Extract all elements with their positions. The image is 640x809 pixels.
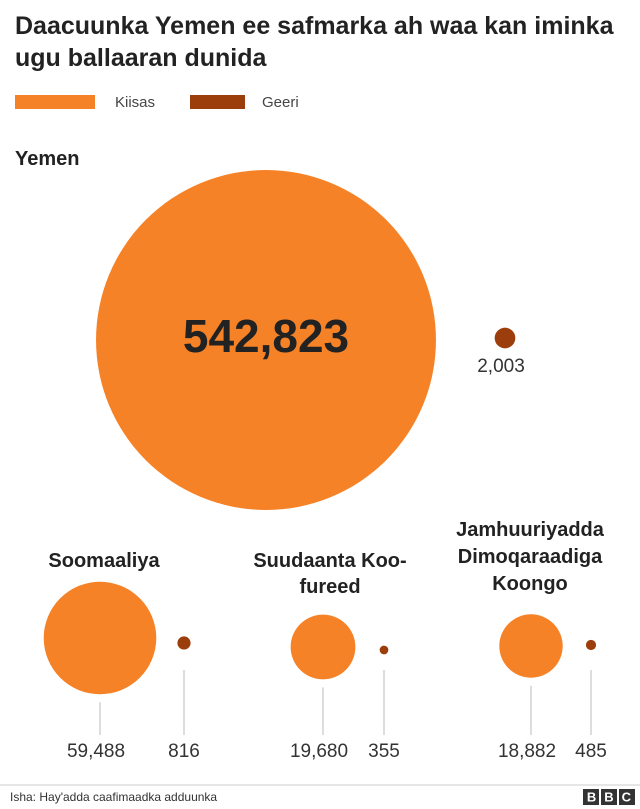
brand-logo: BBC [587, 789, 639, 804]
value-label: 485 [575, 741, 607, 762]
value-label: 19,680 [290, 741, 348, 762]
source: Isha: Hay'adda caafimaadka adduunka [10, 790, 217, 804]
value-label: 542,823 [183, 310, 349, 362]
category-label: Jamhuuriyadda Dimoqaraadiga Koongo [456, 519, 604, 595]
value-label: 59,488 [67, 741, 125, 762]
value-label: 355 [368, 741, 400, 762]
logo-box [619, 789, 635, 805]
value-label: 2,003 [477, 356, 525, 377]
category-label: Soomaaliya [48, 550, 160, 572]
value-label: 816 [168, 741, 200, 762]
legend-label: Geeri [262, 94, 299, 111]
legend-swatch [190, 95, 245, 109]
death-bubble [585, 639, 597, 651]
legend-swatch [15, 95, 95, 109]
chart-title: Daacuunka Yemen ee safmarka ah waa kan i… [15, 12, 614, 72]
logo-box [601, 789, 617, 805]
case-bubble [290, 614, 356, 680]
death-bubble [494, 327, 516, 349]
legend-label: Kiisas [115, 94, 155, 111]
value-label: 18,882 [498, 741, 556, 762]
category-label: Yemen [15, 148, 80, 170]
category-label: Suudaanta Koo-fureed [253, 550, 407, 598]
death-bubble [379, 645, 389, 655]
death-bubble [177, 636, 191, 650]
case-bubble [499, 614, 563, 678]
case-bubble [43, 581, 157, 695]
case-bubble [96, 170, 436, 510]
logo-box [583, 789, 599, 805]
